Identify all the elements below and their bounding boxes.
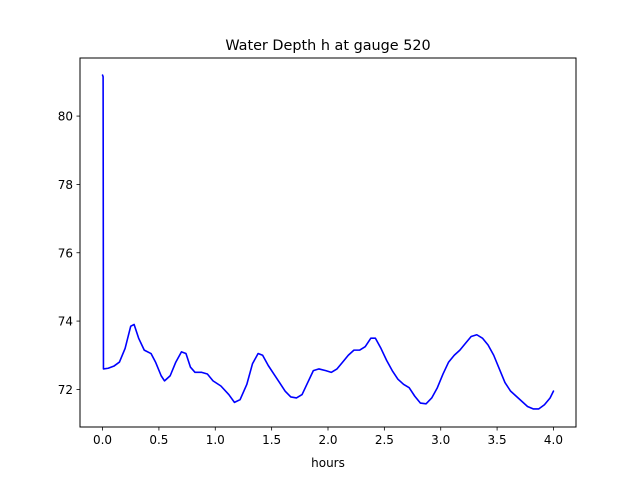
y-axis-ticks: 72 74 76 78 80 [58,110,80,397]
x-axis-title: hours [311,456,345,470]
y-tick-label: 78 [58,178,73,192]
x-tick-label: 3.0 [431,433,450,447]
y-tick-label: 74 [58,315,73,329]
y-tick-label: 72 [58,383,73,397]
x-tick-label: 0.0 [93,433,112,447]
x-axis-ticks: 0.0 0.5 1.0 1.5 2.0 2.5 3.0 3.5 4.0 [93,427,563,447]
x-tick-label: 2.0 [318,433,337,447]
series-line-0 [101,74,555,410]
y-tick-label: 76 [58,246,73,260]
x-tick-label: 3.5 [488,433,507,447]
x-tick-label: 2.5 [375,433,394,447]
series-layer [101,74,555,410]
plot-area-background [80,58,576,427]
chart-title: Water Depth h at gauge 520 [225,38,430,54]
y-tick-label: 80 [58,110,73,124]
x-tick-label: 4.0 [544,433,563,447]
x-tick-label: 1.5 [262,433,281,447]
x-tick-label: 0.5 [149,433,168,447]
x-tick-label: 1.0 [206,433,225,447]
